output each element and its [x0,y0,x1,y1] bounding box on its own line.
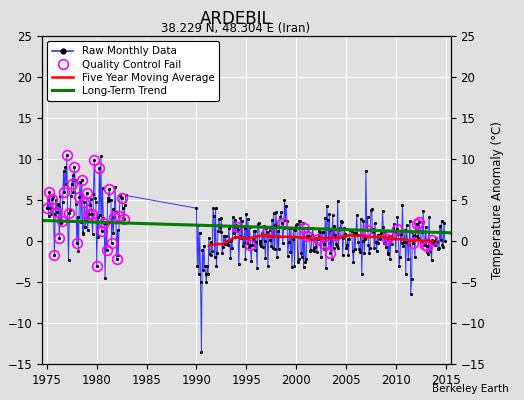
Y-axis label: Temperature Anomaly (°C): Temperature Anomaly (°C) [490,121,504,279]
Text: Berkeley Earth: Berkeley Earth [432,384,508,394]
Text: ARDEBIL: ARDEBIL [200,10,271,28]
Text: 38.229 N, 48.304 E (Iran): 38.229 N, 48.304 E (Iran) [161,22,310,35]
Legend: Raw Monthly Data, Quality Control Fail, Five Year Moving Average, Long-Term Tren: Raw Monthly Data, Quality Control Fail, … [47,41,220,101]
